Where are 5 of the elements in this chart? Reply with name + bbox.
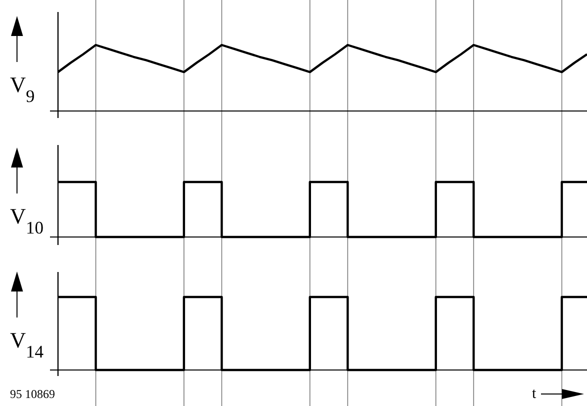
y-axis-title: V$_{10}$: [10, 204, 44, 238]
x-axis-title: t: [532, 386, 537, 402]
y-axis-title: V$_{9}$: [10, 72, 35, 106]
y-axis-title: V$_{14}$: [10, 328, 44, 362]
text: 95 10869: [10, 387, 55, 401]
